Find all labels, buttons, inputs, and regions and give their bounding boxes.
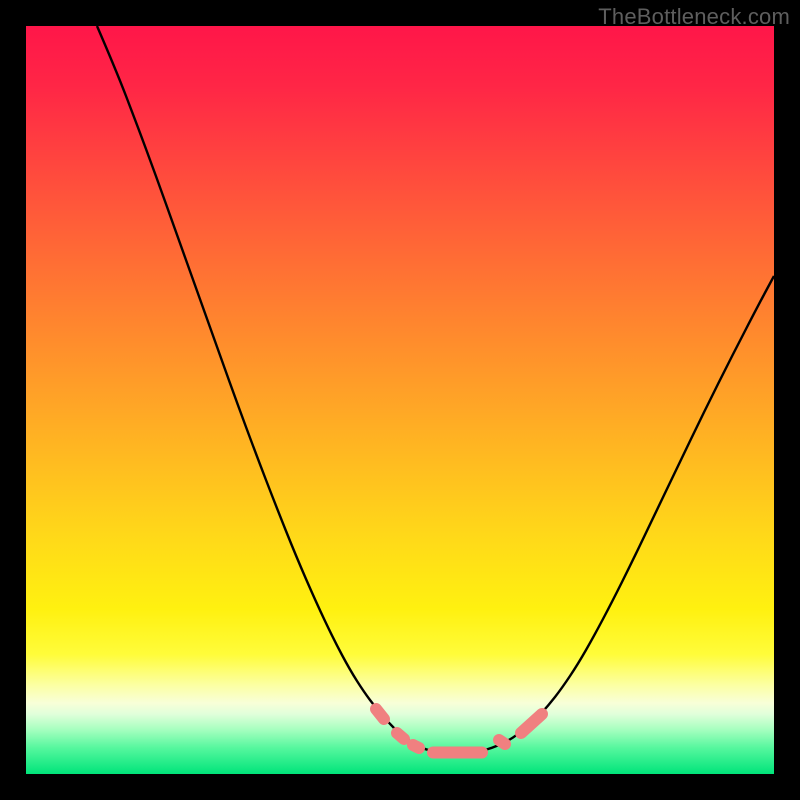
highlight-group bbox=[376, 709, 542, 753]
highlight-segment bbox=[413, 745, 419, 748]
highlight-segment bbox=[521, 714, 542, 733]
curve-layer bbox=[26, 26, 774, 774]
highlight-segment bbox=[376, 709, 384, 719]
highlight-segment bbox=[499, 740, 505, 744]
bottleneck-curve bbox=[97, 26, 774, 754]
watermark-text: TheBottleneck.com bbox=[598, 4, 790, 30]
highlight-segment bbox=[397, 733, 404, 739]
plot-area bbox=[26, 26, 774, 774]
